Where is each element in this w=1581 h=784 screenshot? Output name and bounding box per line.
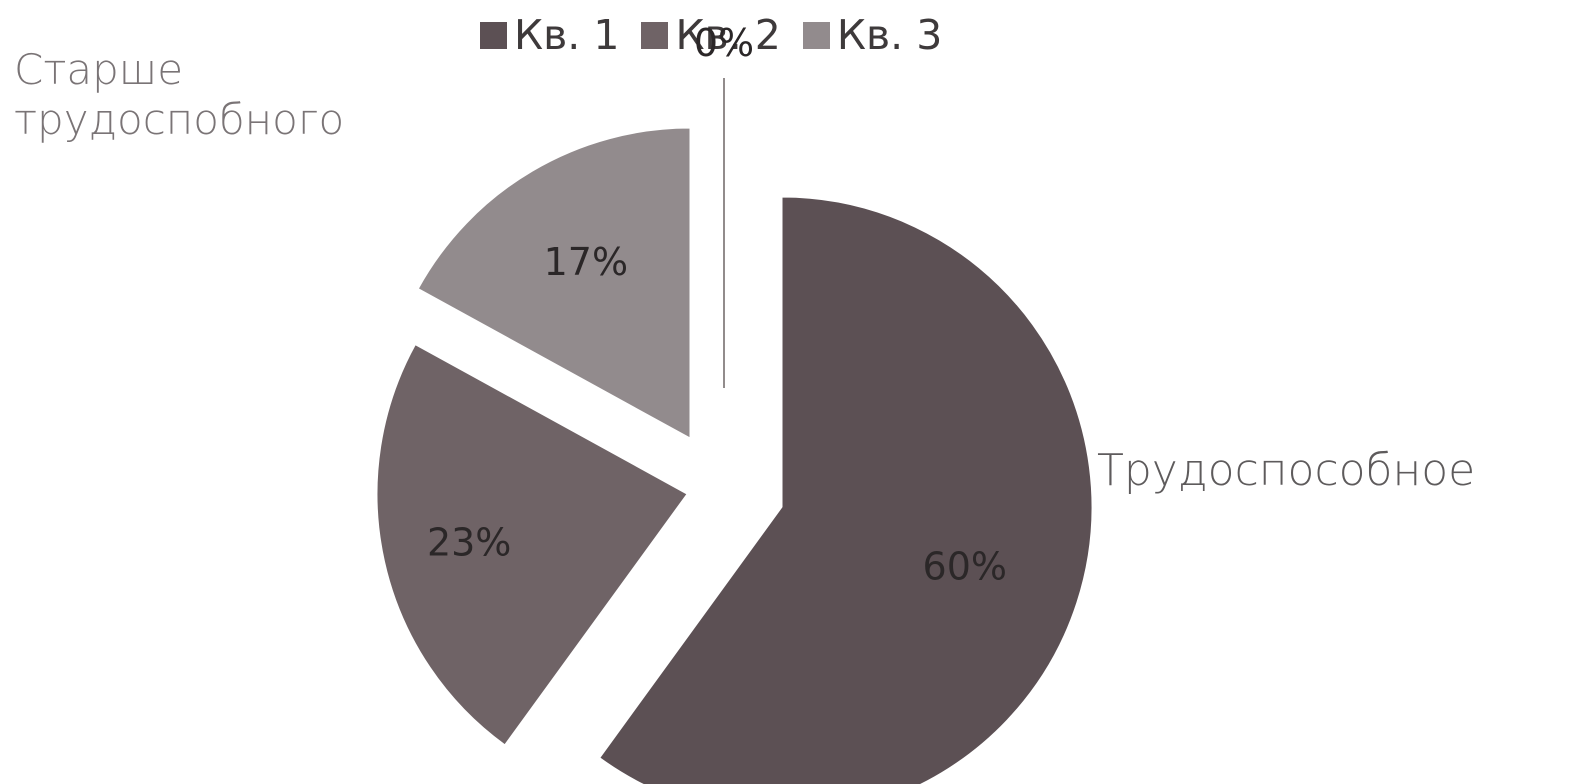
annotation-older-than-working-age: Старше трудоспобного: [14, 45, 394, 144]
slice-label-2: 23%: [427, 521, 511, 565]
pie-slice-2: [376, 343, 688, 746]
annotation-line-1: Старше: [14, 45, 184, 94]
slice-label-3: 17%: [544, 240, 628, 284]
legend-label-q2: Кв. 2: [675, 11, 781, 59]
legend-label-q3: Кв. 3: [836, 11, 943, 59]
annotation-line-2: трудоспобного: [14, 94, 345, 144]
annotation-working-age: Трудоспособное: [1097, 445, 1476, 496]
chart-legend: Кв. 1 Кв. 2 Кв. 3: [480, 11, 943, 59]
legend-swatch-q1: [480, 21, 507, 49]
slice-label-1: 60%: [923, 544, 1007, 588]
legend-label-q1: Кв. 1: [514, 11, 620, 59]
legend-item-q1: Кв. 1: [480, 11, 619, 59]
legend-swatch-q2: [641, 21, 669, 49]
pie-slice-3: [417, 127, 691, 439]
legend-item-q3: Кв. 3: [802, 11, 943, 59]
slice-label-4: 0%: [694, 21, 754, 65]
legend-swatch-q3: [802, 21, 830, 49]
pie-slice-1: [599, 196, 1093, 784]
legend-item-q2: Кв. 2: [641, 11, 781, 59]
